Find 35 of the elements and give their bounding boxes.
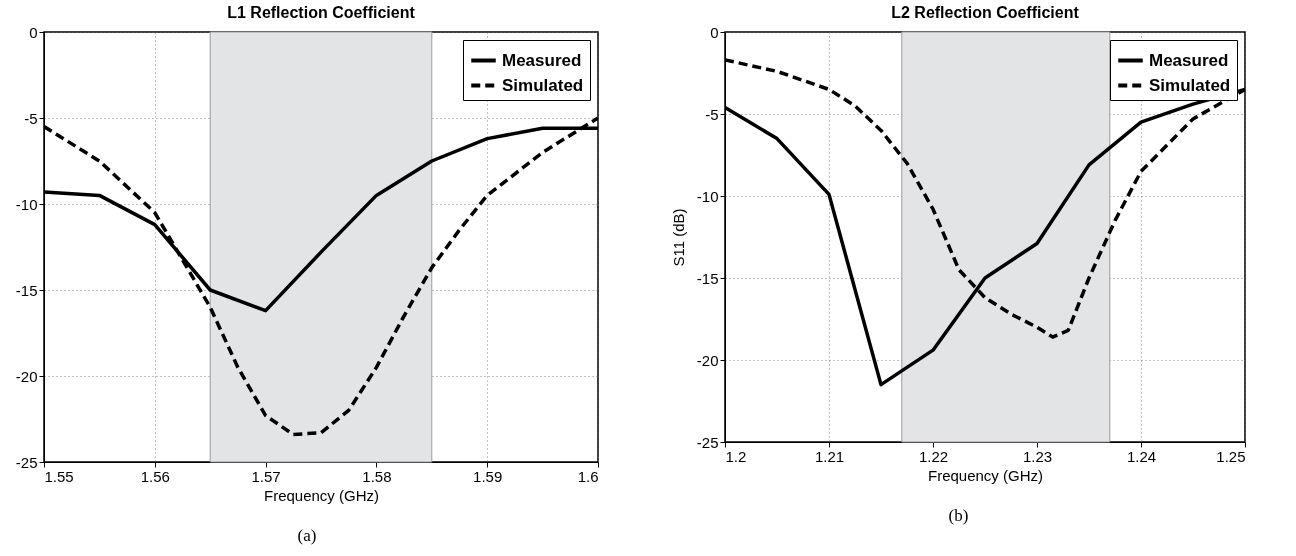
x-tick-label: 1.24	[1126, 447, 1157, 465]
y-tick-label: -20	[15, 367, 38, 385]
y-tick-label: 0	[710, 23, 719, 41]
x-tick-label: 1.2	[725, 447, 747, 465]
y-tick-label: -25	[15, 453, 38, 471]
x-tick-label: 1.59	[473, 467, 503, 485]
x-tick-label: 1.22	[918, 447, 949, 465]
y-tick-label: -10	[696, 187, 719, 205]
x-tick-label: 1.57	[251, 467, 281, 485]
legend-label: Measured	[502, 50, 582, 70]
text: (a)	[297, 526, 317, 546]
x-tick-label: 1.56	[140, 467, 170, 485]
x-tick-label: 1.23	[1022, 447, 1053, 465]
x-tick-label: 1.58	[362, 467, 392, 485]
legend-label: Measured	[1149, 50, 1229, 70]
legend-label: Simulated	[1149, 75, 1231, 95]
y-tick-label: -15	[696, 269, 719, 287]
text: (b)	[948, 506, 969, 526]
y-tick-label: -5	[705, 105, 719, 123]
x-tick-label: 1.25	[1216, 447, 1246, 465]
x-axis-title: Frequency (GHz)	[927, 466, 1044, 484]
y-tick-label: -15	[15, 281, 38, 299]
y-tick-label: 0	[29, 23, 38, 41]
y-axis-title: S11 (dB)	[669, 208, 687, 267]
legend-label: Simulated	[502, 75, 584, 95]
chart-title: L2 Reflection Coefficient	[891, 4, 1080, 21]
x-tick-label: 1.6	[577, 467, 599, 485]
y-tick-label: -20	[696, 351, 719, 369]
x-tick-label: 1.21	[814, 447, 845, 465]
y-tick-label: -25	[696, 433, 719, 451]
x-tick-label: 1.55	[44, 467, 74, 485]
y-tick-label: -10	[15, 195, 38, 213]
x-axis-title: Frequency (GHz)	[263, 486, 380, 504]
y-tick-label: -5	[24, 109, 38, 127]
chart-title: L1 Reflection Coefficient	[227, 4, 416, 21]
